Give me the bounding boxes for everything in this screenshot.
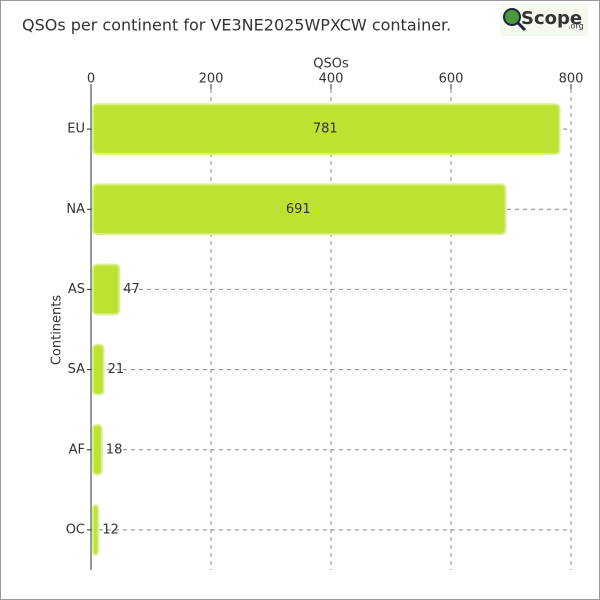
y-tick-label: EU [67, 122, 85, 137]
value-label: 21 [108, 362, 125, 377]
bar [92, 504, 100, 556]
y-tick-label: AS [68, 282, 85, 297]
x-tick-label: 200 [199, 72, 224, 87]
logo-suffix: .org [568, 22, 584, 31]
x-tick-label: 800 [559, 72, 584, 87]
logo: Scope .org [500, 4, 588, 36]
logo-icon [503, 8, 521, 26]
bar [92, 103, 561, 155]
value-label: 12 [102, 522, 119, 537]
chart-title: QSOs per continent for VE3NE2025WPXCW co… [22, 16, 451, 35]
bar [92, 263, 121, 316]
bar [92, 423, 103, 476]
value-label: 18 [106, 442, 123, 457]
value-label: 781 [313, 122, 338, 137]
y-axis-label: Continents [50, 295, 65, 366]
x-tick-label: 0 [87, 72, 95, 87]
bar [92, 183, 507, 236]
y-tick-label: SA [68, 362, 85, 377]
y-tick-label: AF [69, 442, 85, 457]
value-label: 47 [123, 282, 140, 297]
x-axis-label: QSOs [313, 57, 349, 72]
value-label: 691 [286, 202, 311, 217]
logo-icon-handle [516, 21, 527, 32]
x-tick-label: 600 [439, 72, 464, 87]
logo-text: Scope [521, 8, 582, 29]
y-tick-label: OC [66, 522, 85, 537]
x-tick-label: 400 [319, 72, 344, 87]
bar [92, 343, 105, 396]
y-tick-label: NA [66, 202, 85, 217]
